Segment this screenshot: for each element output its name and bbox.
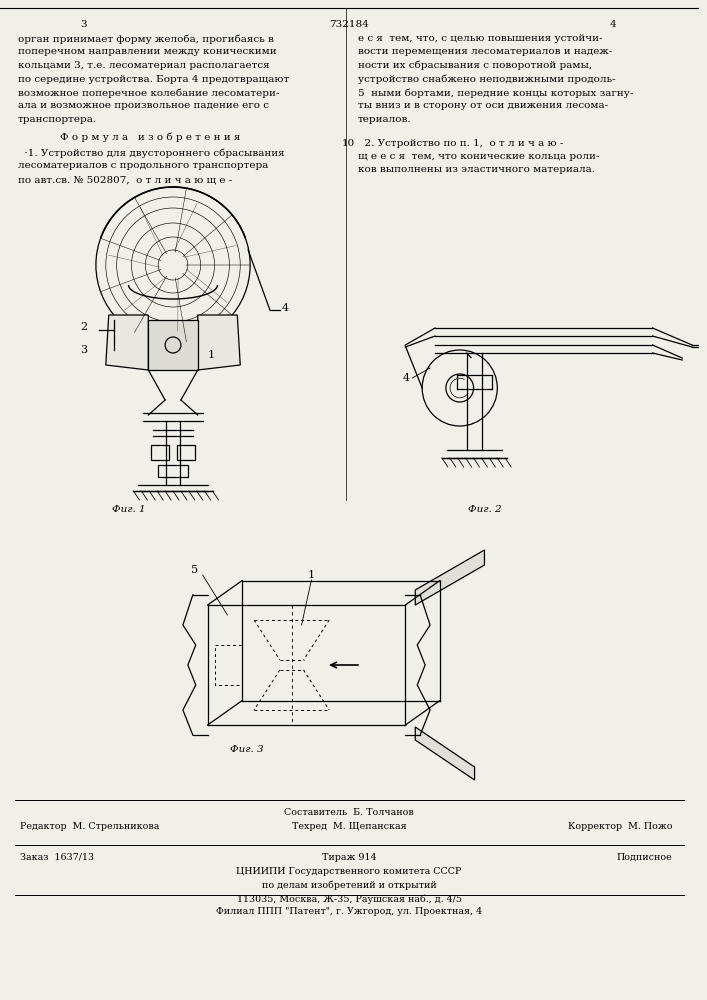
Text: Тираж 914: Тираж 914 bbox=[322, 853, 376, 862]
Text: Фиг. 1: Фиг. 1 bbox=[112, 505, 146, 514]
Polygon shape bbox=[198, 315, 240, 370]
Text: по авт.св. № 502807,  о т л и ч а ю щ е -: по авт.св. № 502807, о т л и ч а ю щ е - bbox=[18, 175, 232, 184]
Text: 3: 3 bbox=[81, 20, 88, 29]
Polygon shape bbox=[415, 550, 484, 605]
Text: транспортера.: транспортера. bbox=[18, 115, 97, 124]
Text: Техред  М. Щепанская: Техред М. Щепанская bbox=[291, 822, 407, 831]
Text: по середине устройства. Борта 4 предотвращают: по середине устройства. Борта 4 предотвр… bbox=[18, 75, 289, 84]
Text: лесоматериалов с продольного транспортера: лесоматериалов с продольного транспортер… bbox=[18, 161, 268, 170]
Text: е с я  тем, что, с целью повышения устойчи-: е с я тем, что, с целью повышения устойч… bbox=[358, 34, 602, 43]
Text: 4: 4 bbox=[282, 303, 289, 313]
Text: устройство снабжено неподвижными продоль-: устройство снабжено неподвижными продоль… bbox=[358, 75, 616, 84]
Text: 3: 3 bbox=[81, 345, 88, 355]
Text: поперечном направлении между коническими: поперечном направлении между коническими bbox=[18, 47, 276, 56]
Text: 5  ными бортами, передние концы которых загну-: 5 ными бортами, передние концы которых з… bbox=[358, 88, 633, 98]
Text: ности их сбрасывания с поворотной рамы,: ности их сбрасывания с поворотной рамы, bbox=[358, 61, 592, 70]
Text: Корректор  М. Пожо: Корректор М. Пожо bbox=[568, 822, 672, 831]
Text: ты вниз и в сторону от оси движения лесома-: ты вниз и в сторону от оси движения лесо… bbox=[358, 102, 608, 110]
Text: 4: 4 bbox=[609, 20, 617, 29]
Text: ала и возможное произвольное падение его с: ала и возможное произвольное падение его… bbox=[18, 102, 269, 110]
Bar bbox=[151, 445, 169, 460]
Text: кольцами 3, т.е. лесоматериал располагается: кольцами 3, т.е. лесоматериал располагае… bbox=[18, 61, 269, 70]
Text: ·1. Устройство для двустороннего сбрасывания: ·1. Устройство для двустороннего сбрасыв… bbox=[18, 148, 284, 157]
Text: 2. Устройство по п. 1,  о т л и ч а ю -: 2. Устройство по п. 1, о т л и ч а ю - bbox=[358, 138, 563, 147]
Text: Фиг. 3: Фиг. 3 bbox=[230, 745, 264, 754]
Text: щ е е с я  тем, что конические кольца роли-: щ е е с я тем, что конические кольца рол… bbox=[358, 152, 600, 161]
Text: териалов.: териалов. bbox=[358, 115, 411, 124]
Bar bbox=[177, 445, 194, 460]
Text: Заказ  1637/13: Заказ 1637/13 bbox=[20, 853, 94, 862]
Bar bbox=[158, 465, 188, 477]
Polygon shape bbox=[415, 727, 474, 780]
Bar bbox=[148, 320, 198, 370]
Text: 1: 1 bbox=[208, 350, 215, 360]
Text: ков выполнены из эластичного материала.: ков выполнены из эластичного материала. bbox=[358, 165, 595, 174]
Text: 10: 10 bbox=[342, 138, 356, 147]
Text: вости перемещения лесоматериалов и надеж-: вости перемещения лесоматериалов и надеж… bbox=[358, 47, 612, 56]
Text: ЦНИИПИ Государственного комитета СССР: ЦНИИПИ Государственного комитета СССР bbox=[236, 867, 462, 876]
Text: Ф о р м у л а   и з о б р е т е н и я: Ф о р м у л а и з о б р е т е н и я bbox=[47, 132, 241, 142]
Text: возможное поперечное колебание лесоматери-: возможное поперечное колебание лесоматер… bbox=[18, 88, 279, 98]
Text: 1: 1 bbox=[308, 570, 315, 580]
Text: Филиал ППП "Патент", г. Ужгород, ул. Проектная, 4: Филиал ППП "Патент", г. Ужгород, ул. Про… bbox=[216, 907, 482, 916]
Text: 2: 2 bbox=[81, 322, 88, 332]
Text: Подписное: Подписное bbox=[617, 853, 672, 862]
Text: 4: 4 bbox=[403, 373, 410, 383]
Text: 113035, Москва, Ж-35, Раушская наб., д. 4/5: 113035, Москва, Ж-35, Раушская наб., д. … bbox=[237, 895, 462, 904]
Polygon shape bbox=[106, 315, 148, 370]
Text: орган принимает форму желоба, прогибаясь в: орган принимает форму желоба, прогибаясь… bbox=[18, 34, 274, 43]
Text: Редактор  М. Стрельникова: Редактор М. Стрельникова bbox=[20, 822, 159, 831]
Text: Составитель  Б. Толчанов: Составитель Б. Толчанов bbox=[284, 808, 414, 817]
Text: 5: 5 bbox=[191, 565, 199, 575]
Text: 732184: 732184 bbox=[329, 20, 369, 29]
Text: по делам изобретений и открытий: по делам изобретений и открытий bbox=[262, 881, 436, 890]
Text: Фиг. 2: Фиг. 2 bbox=[467, 505, 501, 514]
